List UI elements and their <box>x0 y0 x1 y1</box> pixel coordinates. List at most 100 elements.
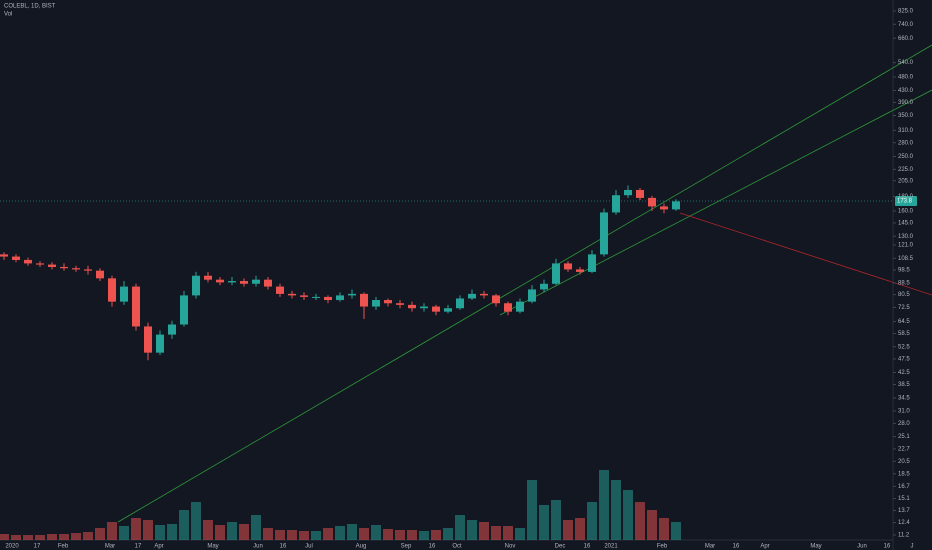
candle-body <box>516 301 524 312</box>
candle-body <box>156 334 164 353</box>
y-tick-label: 430.0 <box>898 88 914 94</box>
x-tick-label: 2020 <box>5 544 19 550</box>
candle-body <box>624 189 632 196</box>
x-tick-label: Jun <box>857 544 867 550</box>
y-tick-label: 11.2 <box>898 533 910 539</box>
candle-body <box>60 266 68 269</box>
volume-bar <box>575 518 585 540</box>
y-tick-label: 38.5 <box>898 382 910 388</box>
y-tick-label: 20.5 <box>898 459 910 465</box>
x-tick-label: 16 <box>280 544 287 550</box>
y-tick-label: 250.0 <box>898 154 914 160</box>
candle-body <box>576 269 584 272</box>
y-tick-label: 64.5 <box>898 319 910 325</box>
candle-body <box>264 279 272 287</box>
y-tick-label: 72.5 <box>898 305 910 311</box>
volume-bar <box>11 535 21 540</box>
volume-bar <box>311 531 321 540</box>
candle-body <box>312 296 320 298</box>
volume-bar <box>203 520 213 540</box>
volume-bar <box>239 524 249 540</box>
y-tick-label: 740.0 <box>898 22 914 28</box>
x-tick-label: May <box>207 544 218 550</box>
x-tick-label: Nov <box>505 544 516 550</box>
x-tick-label: Aug <box>356 544 367 550</box>
volume-bar <box>587 502 597 540</box>
volume-bar <box>95 528 105 540</box>
volume-bar <box>47 534 57 540</box>
volume-bar <box>467 520 477 540</box>
x-tick-label: Oct <box>452 544 462 550</box>
candle-body <box>504 303 512 312</box>
volume-bar <box>563 520 573 540</box>
y-tick-label: 31.0 <box>898 409 910 415</box>
y-tick-label: 42.5 <box>898 370 910 376</box>
candle-body <box>336 295 344 301</box>
candle-body <box>48 264 56 267</box>
volume-bar <box>335 526 345 540</box>
volume-bar <box>299 531 309 540</box>
volume-bar <box>479 522 489 540</box>
candle-body <box>636 189 644 198</box>
candle-body <box>252 279 260 284</box>
volume-bar <box>275 530 285 540</box>
candle-body <box>108 278 116 302</box>
volume-bar <box>227 522 237 540</box>
x-tick-label: Apr <box>760 544 769 550</box>
volume-bar <box>35 535 45 540</box>
y-tick-label: 540.0 <box>898 60 914 66</box>
y-tick-label: 350.0 <box>898 113 914 119</box>
volume-bar <box>623 490 633 540</box>
volume-bar <box>371 525 381 540</box>
candle-body <box>672 201 680 210</box>
x-tick-label: Feb <box>657 544 668 550</box>
volume-bar <box>23 535 33 540</box>
candle-body <box>384 300 392 304</box>
candle-body <box>468 293 476 299</box>
volume-bar <box>539 505 549 540</box>
volume-bar <box>515 528 525 540</box>
y-tick-label: 22.7 <box>898 446 910 452</box>
candle-body <box>168 324 176 335</box>
x-tick-label: 16 <box>884 544 891 550</box>
candle-body <box>288 293 296 296</box>
x-tick-label: 16 <box>584 544 591 550</box>
x-tick-label: Mar <box>105 544 115 550</box>
candle-body <box>228 281 236 283</box>
candle-body <box>132 286 140 327</box>
y-tick-label: 225.0 <box>898 167 914 173</box>
y-tick-label: 80.5 <box>898 292 910 298</box>
volume-bar <box>659 518 669 540</box>
y-tick-label: 390.0 <box>898 100 914 106</box>
candle-body <box>432 306 440 312</box>
x-tick-label: Mar <box>705 544 715 550</box>
volume-bar <box>359 528 369 540</box>
volume-bar <box>119 526 129 540</box>
trend-line <box>679 212 932 296</box>
volume-bar <box>527 480 537 540</box>
y-tick-label: 12.4 <box>898 520 910 526</box>
candle-body <box>72 268 80 270</box>
y-tick-label: 660.0 <box>898 36 914 42</box>
volume-bar <box>131 518 141 540</box>
volume-bar <box>251 515 261 540</box>
trend-line <box>117 44 932 523</box>
y-tick-label: 16.7 <box>898 484 910 490</box>
candle-body <box>528 289 536 302</box>
volume-bar <box>71 533 81 540</box>
y-tick-label: 160.0 <box>898 208 914 214</box>
y-tick-label: 15.1 <box>898 496 910 502</box>
y-tick-label: 98.5 <box>898 268 910 274</box>
volume-bar <box>635 502 645 540</box>
volume-bar <box>287 530 297 540</box>
volume-bar <box>0 534 9 540</box>
y-tick-label: 130.0 <box>898 234 914 240</box>
candle-body <box>420 306 428 309</box>
volume-bar <box>647 510 657 540</box>
x-tick-label: J <box>911 544 914 550</box>
x-tick-label: 16 <box>733 544 740 550</box>
candle-body <box>192 275 200 296</box>
candle-body <box>204 275 212 280</box>
